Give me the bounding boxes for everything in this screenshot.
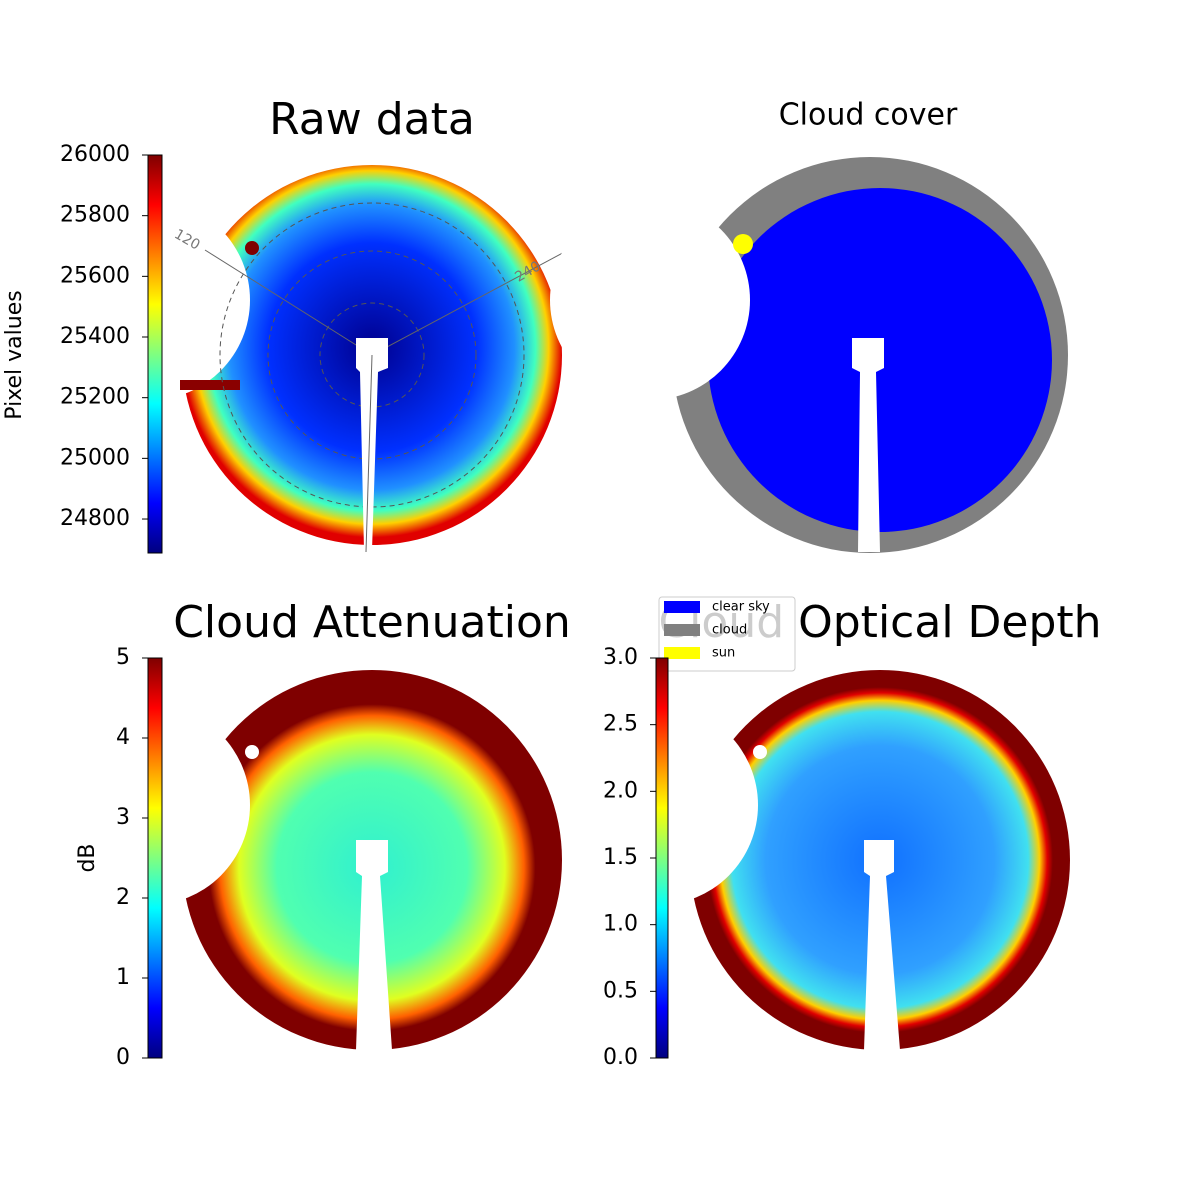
panel-title: Raw data xyxy=(269,94,475,145)
legend-label: clear sky xyxy=(712,600,770,615)
colorbar-tick-label: 25200 xyxy=(60,385,130,410)
legend-swatch xyxy=(664,647,700,659)
colorbar-tick-label: 0.5 xyxy=(603,978,638,1003)
colorbar-tick-label: 2.0 xyxy=(603,778,638,803)
colorbar-label: Pixel values xyxy=(2,290,27,419)
colorbar-tick-label: 1.0 xyxy=(603,912,638,937)
cloud-cover-image xyxy=(550,157,1068,553)
panel-title: Cloud cover xyxy=(779,98,958,133)
colorbar-tick-label: 0 xyxy=(116,1045,130,1070)
colorbar-tick-label: 25400 xyxy=(60,324,130,349)
colorbar-tick-label: 4 xyxy=(116,725,130,750)
colorbar-tick-label: 2.5 xyxy=(603,712,638,737)
colorbar-tick-label: 25600 xyxy=(60,263,130,288)
legend-label: sun xyxy=(712,646,735,661)
colorbar-tick-label: 25000 xyxy=(60,445,130,470)
legend-label: cloud xyxy=(712,623,747,638)
raw-image: 120 240 xyxy=(50,165,573,553)
colorbar-tick-label: 3 xyxy=(116,805,130,830)
legend-swatch xyxy=(664,601,700,613)
colorbar-tick-label: 3.0 xyxy=(603,645,638,670)
colorbar-tick-label: 2 xyxy=(116,885,130,910)
colorbar-tick-label: 1.5 xyxy=(603,845,638,870)
colorbar-tick-label: 25800 xyxy=(60,203,130,228)
colorbar-tick-label: 24800 xyxy=(60,506,130,531)
colorbar-tick-label: 5 xyxy=(116,645,130,670)
colorbar xyxy=(655,657,669,1059)
colorbar-tick-label: 1 xyxy=(116,965,130,990)
colorbar-label: dB xyxy=(75,843,100,872)
colorbar xyxy=(147,154,163,554)
colorbar xyxy=(147,657,163,1059)
legend-swatch xyxy=(664,624,700,636)
colorbar-tick-label: 0.0 xyxy=(603,1045,638,1070)
colorbar-tick-label: 26000 xyxy=(60,142,130,167)
panel-title: Cloud Attenuation xyxy=(173,597,571,648)
